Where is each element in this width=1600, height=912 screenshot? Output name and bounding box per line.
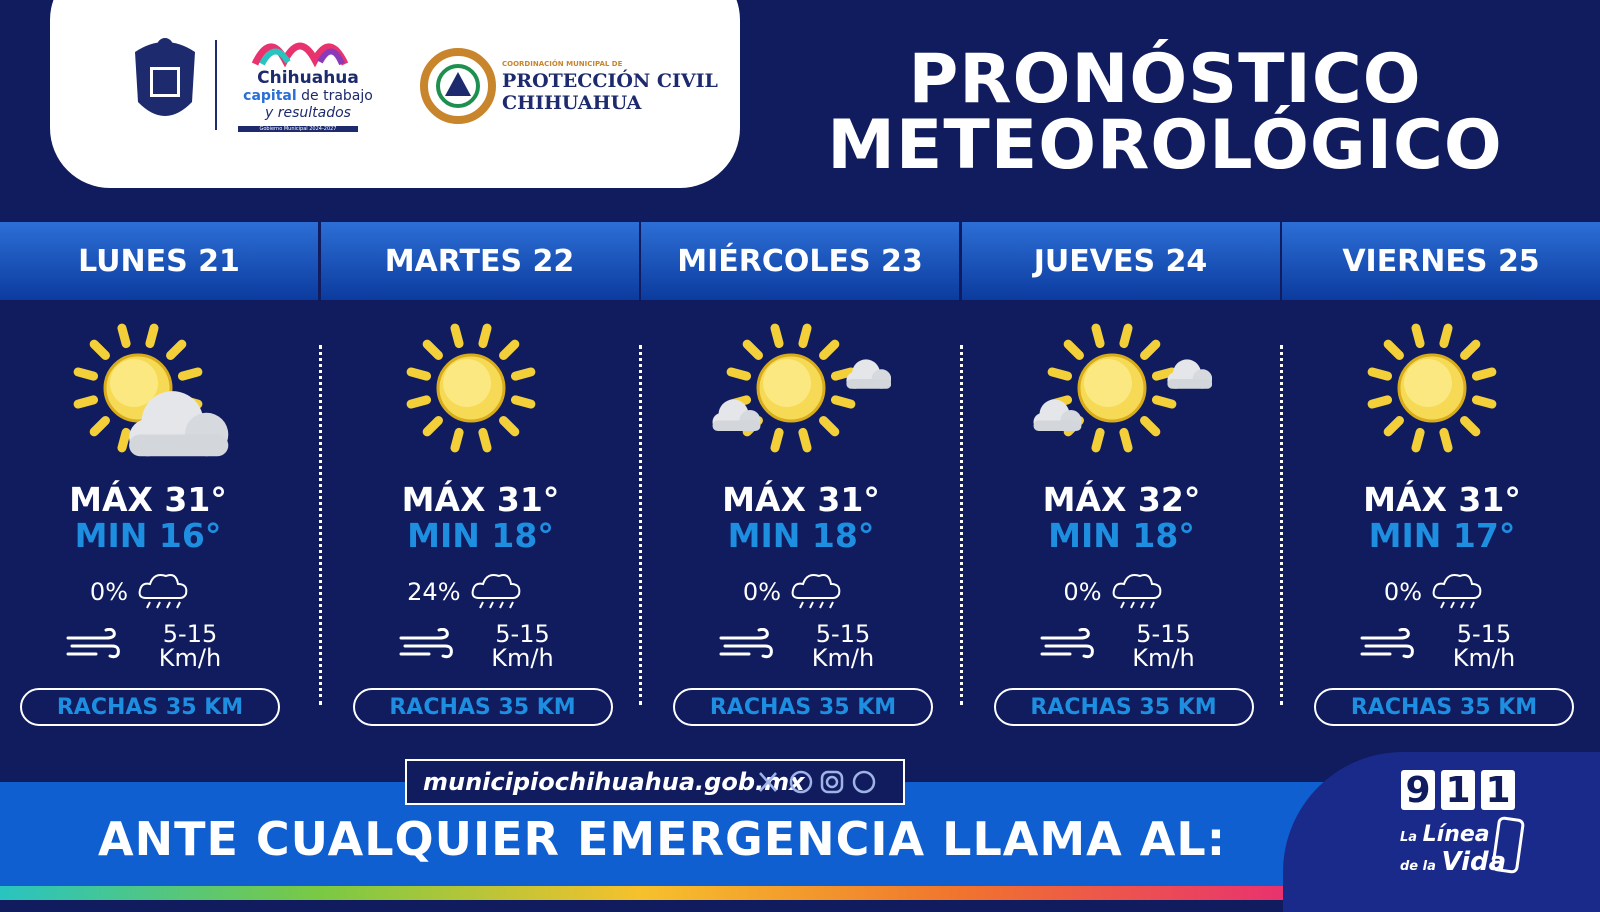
digit: 1	[1441, 770, 1475, 811]
weather-icon	[406, 323, 535, 453]
municipal-logo-mark	[251, 42, 349, 68]
wind-speed: 5-15	[162, 620, 218, 648]
max-temp: MÁX 31°	[1363, 480, 1521, 519]
org-name: PROTECCIÓN CIVIL	[502, 70, 718, 92]
digit: 1	[1481, 770, 1515, 811]
wind-unit: Km/h	[158, 644, 222, 672]
separator	[639, 345, 642, 705]
wind-unit: Km/h	[1452, 644, 1516, 672]
wind-icon	[1360, 628, 1414, 659]
logo-line: capital de trabajo	[228, 88, 388, 104]
rain-icon	[1432, 574, 1482, 609]
wind-speed: 5-15	[495, 620, 550, 648]
gusts: RACHAS 35 KM	[20, 688, 280, 726]
color-strip	[0, 886, 1600, 900]
max-temp: MÁX 32°	[1042, 480, 1201, 519]
coat-of-arms	[135, 38, 195, 116]
logo-line: y resultados	[265, 105, 351, 121]
gusts: RACHAS 35 KM	[993, 688, 1254, 726]
wind-speed: 5-15	[815, 620, 871, 648]
min-temp: MIN 18°	[727, 516, 875, 555]
wind-speed: 5-15	[1456, 620, 1512, 648]
max-temp: MÁX 31°	[401, 480, 560, 519]
max-temp: MÁX 31°	[69, 480, 227, 519]
rain-icon	[471, 574, 520, 609]
social-icons	[759, 770, 876, 794]
day-header: MIÉRCOLES 23	[641, 222, 959, 300]
wind-unit: Km/h	[491, 644, 554, 672]
website-box: municipiochihuahua.gob.mx	[405, 759, 905, 805]
tagline: La Línea de la Vida	[1400, 822, 1506, 877]
rain-icon	[138, 574, 188, 609]
weather-icon	[1033, 323, 1212, 453]
logo-word: de trabajo	[301, 88, 373, 104]
emergency-text: ANTE CUALQUIER EMERGENCIA LLAMA AL:	[98, 812, 1227, 866]
day-header: LUNES 21	[0, 222, 318, 300]
rain-chance: 0%	[1383, 578, 1422, 606]
rain-chance: 0%	[1063, 578, 1102, 606]
min-temp: MIN 18°	[407, 516, 554, 555]
wind-unit: Km/h	[1132, 644, 1195, 672]
min-temp: MIN 16°	[74, 516, 222, 555]
logo-line: Chihuahua	[257, 68, 359, 88]
weather-icon	[1367, 323, 1497, 453]
separator	[959, 345, 963, 705]
wind-icon	[399, 628, 453, 659]
divider	[215, 40, 217, 130]
day-header: JUEVES 24	[961, 222, 1280, 300]
separator	[1280, 345, 1283, 705]
wind-unit: Km/h	[811, 644, 875, 672]
rain-chance: 0%	[89, 578, 128, 606]
weather-icon	[712, 323, 891, 453]
website: municipiochihuahua.gob.mx	[423, 768, 805, 796]
gusts: RACHAS 35 KM	[352, 688, 613, 726]
title: PRONÓSTICO	[908, 40, 1422, 119]
day-header: MARTES 22	[320, 222, 639, 300]
wind-icon	[1040, 628, 1094, 659]
gusts: RACHAS 35 KM	[1314, 688, 1574, 726]
day-header: VIERNES 25	[1282, 222, 1600, 300]
separator	[318, 345, 322, 705]
weather-icon	[73, 323, 229, 457]
rain-chance: 0%	[742, 578, 781, 606]
tagline-big: Línea	[1422, 822, 1490, 847]
digit: 9	[1401, 770, 1435, 811]
logo-panel: Chihuahua capital de trabajo y resultado…	[50, 0, 740, 188]
phone-icon	[1492, 816, 1525, 874]
wind-icon	[66, 628, 120, 659]
wind-speed: 5-15	[1136, 620, 1191, 648]
gusts: RACHAS 35 KM	[673, 688, 933, 726]
rain-icon	[791, 574, 841, 609]
max-temp: MÁX 31°	[722, 480, 880, 519]
tagline-small: de la	[1400, 859, 1436, 874]
min-temp: MIN 17°	[1368, 516, 1516, 555]
org-kicker: COORDINACIÓN MUNICIPAL DE	[502, 60, 623, 68]
min-temp: MIN 18°	[1048, 516, 1195, 555]
rain-icon	[1112, 574, 1161, 609]
rain-chance: 24%	[407, 578, 461, 606]
logo-word: capital	[243, 88, 297, 104]
org-name: CHIHUAHUA	[502, 92, 642, 114]
wind-icon	[719, 628, 773, 659]
title: METEOROLÓGICO	[827, 106, 1503, 185]
civil-protection-emblem	[420, 48, 496, 124]
tagline-small: La	[1400, 830, 1418, 845]
logo-line: Gobierno Municipal 2024-2027	[238, 126, 358, 132]
